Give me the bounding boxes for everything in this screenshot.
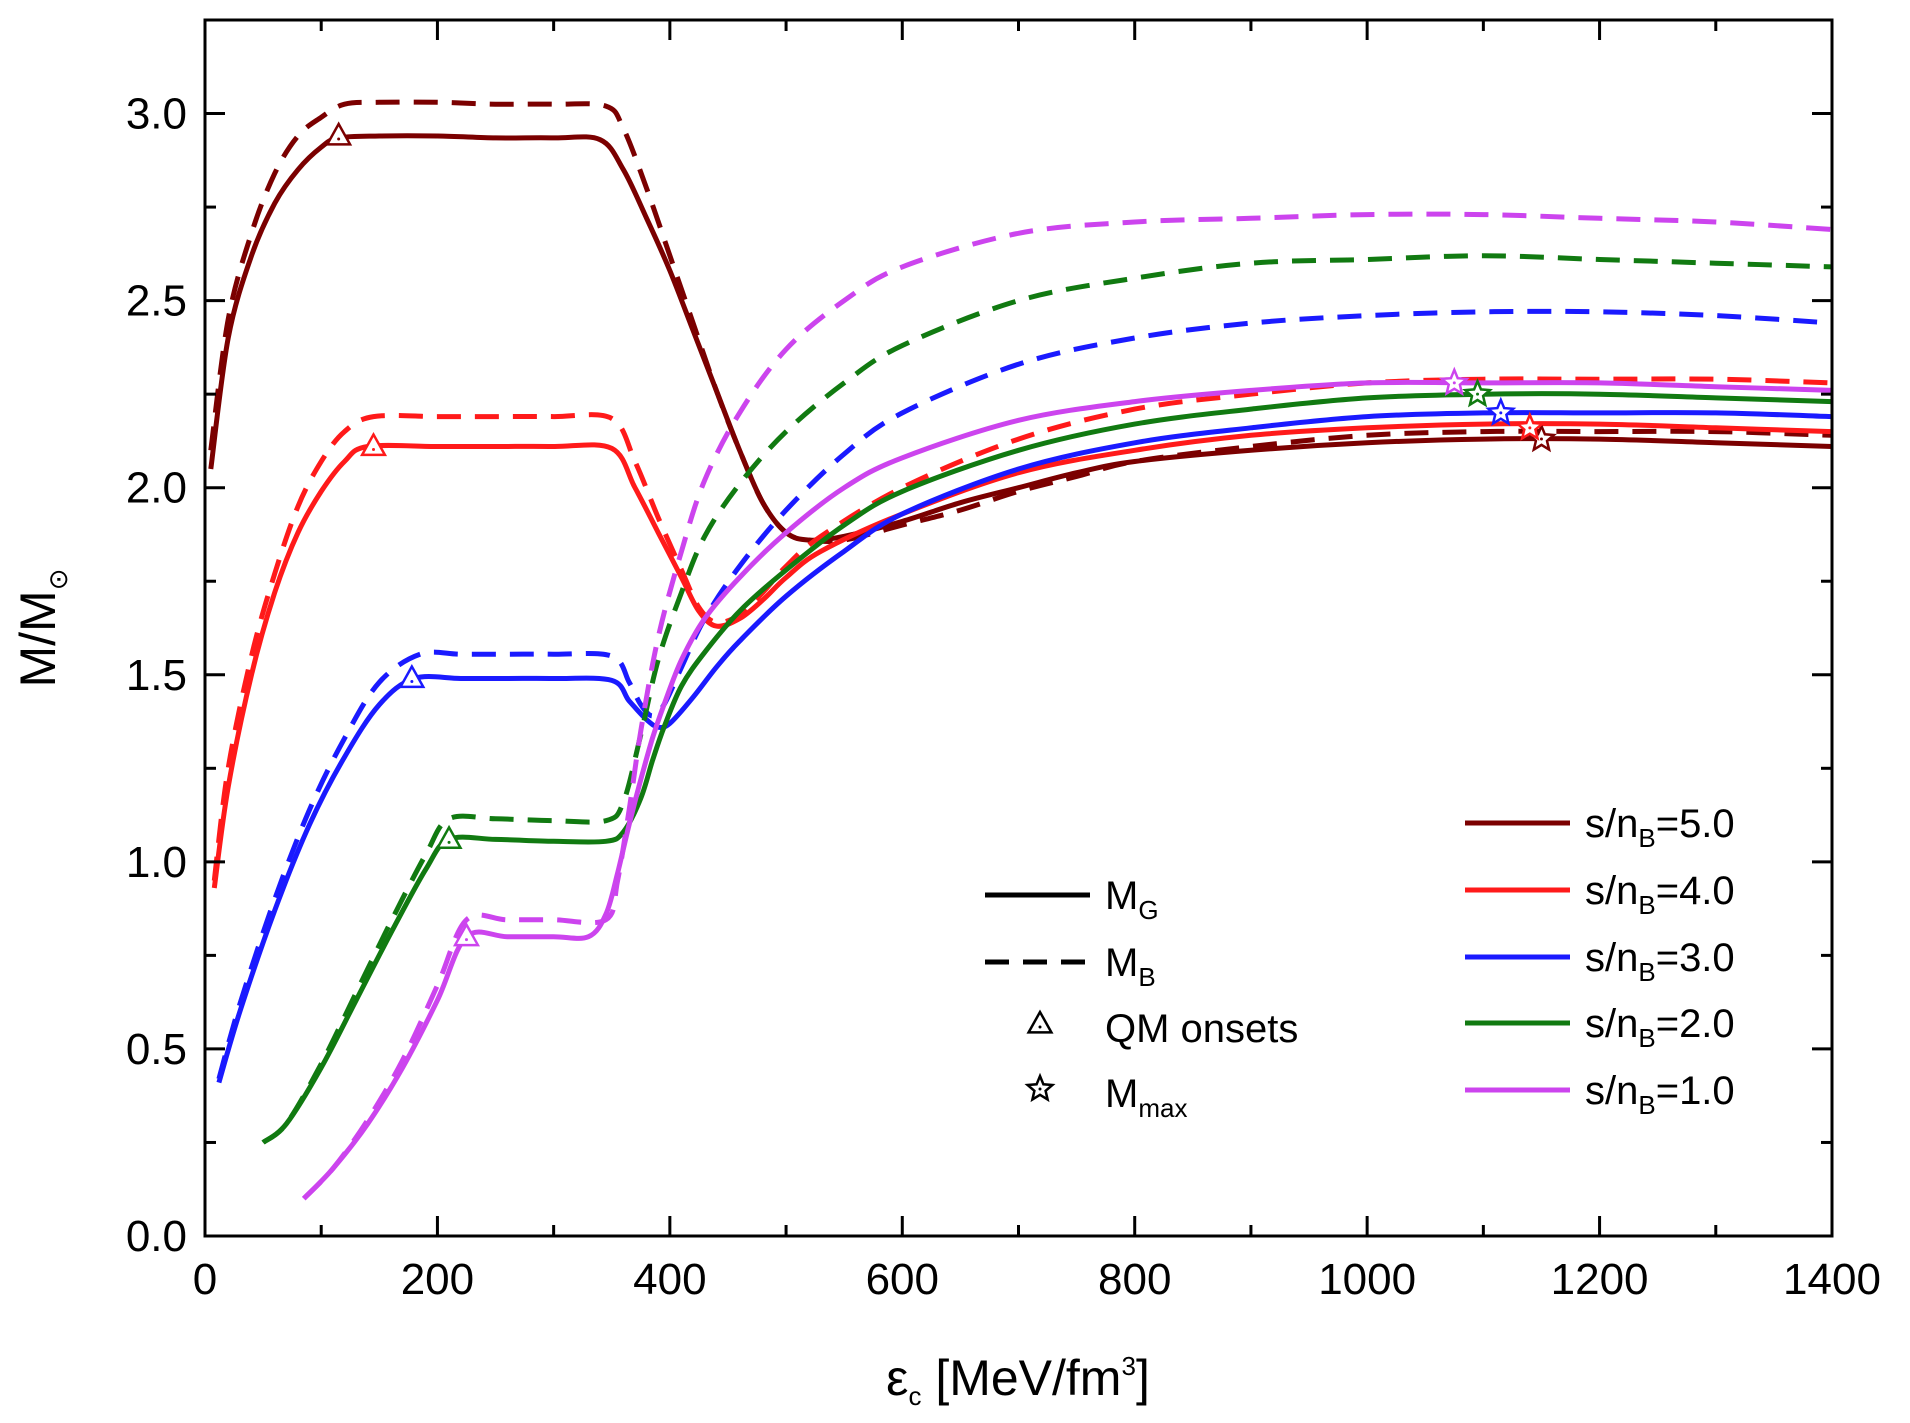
legend-series: s/nB=5.0s/nB=4.0s/nB=3.0s/nB=2.0s/nB=1.0 [1465, 802, 1735, 1120]
legend-series-s-nb-5-0-label-sub: B [1638, 823, 1655, 853]
series-line-s-nb-5-0-mg [208, 133, 1832, 543]
m-max-marker-s-nb-1-0-dot [1452, 381, 1456, 385]
x-tick-label: 800 [1098, 1255, 1171, 1304]
y-axis-title-sub: ⊙ [43, 569, 73, 591]
x-axis-title-main: ε [886, 1350, 908, 1406]
legend-series-s-nb-5-0-label: s/nB=5.0 [1585, 802, 1735, 853]
legend-series-s-nb-3-0-label: s/nB=3.0 [1585, 936, 1735, 987]
x-axis-title-rest: [MeV/fm [921, 1350, 1121, 1406]
y-tick-label: 1.0 [126, 838, 187, 887]
legend-series-s-nb-4-0-label: s/nB=4.0 [1585, 869, 1735, 920]
legend-style-triangle-swatch-dot [1038, 1025, 1042, 1029]
y-tick-label: 0.0 [126, 1212, 187, 1261]
legend-series-s-nb-3-0-label-sub: B [1638, 957, 1655, 987]
y-tick-label: 1.5 [126, 651, 187, 700]
legend-style-dashed-label-sub: B [1138, 962, 1155, 992]
x-tick-label: 1000 [1318, 1255, 1416, 1304]
m-max-marker-s-nb-2-0-dot [1476, 392, 1480, 396]
legend-style-star-label-sub: max [1138, 1093, 1187, 1123]
qm-onset-marker-s-nb-5-0-dot [337, 137, 341, 141]
legend-series-s-nb-1-0-label-main: s/n [1585, 1069, 1638, 1113]
m-max-marker-s-nb-3-0-dot [1499, 411, 1503, 415]
series-line-s-nb-5-0-mb [208, 99, 1832, 545]
legend-style-triangle-swatch [1026, 1009, 1054, 1034]
legend-series-s-nb-2-0-label-main: s/n [1585, 1002, 1638, 1046]
x-axis-title-sub: c [908, 1381, 921, 1411]
legend-style-solid-label-main: M [1105, 874, 1138, 918]
series-line-s-nb-3-0-mg [216, 410, 1832, 1084]
legend-series-s-nb-5-0-label-main: s/n [1585, 802, 1638, 846]
x-tick-label: 400 [633, 1255, 706, 1304]
y-tick-label: 2.5 [126, 277, 187, 326]
series-line-s-nb-2-0-mg [261, 391, 1832, 1145]
series-line-s-nb-1-0-mb [301, 211, 1832, 1201]
legend-style-star-label-main: M [1105, 1072, 1138, 1116]
y-tick-label: 2.0 [126, 464, 187, 513]
legend-style-dashed-label: MB [1105, 941, 1156, 992]
x-axis-title: εc [MeV/fm3] [886, 1350, 1150, 1411]
legend-series-s-nb-1-0-label-sub: B [1638, 1090, 1655, 1120]
qm-onset-marker-s-nb-4-0-dot [372, 448, 376, 452]
legend-style-star-label: Mmax [1105, 1072, 1187, 1123]
qm-onset-marker-s-nb-2-0-dot [447, 840, 451, 844]
y-axis-title: M/M⊙ [10, 569, 73, 688]
legend-style-triangle-label: QM onsets [1105, 1007, 1298, 1051]
plot-frame [203, 18, 1834, 1238]
legend-series-s-nb-2-0-label: s/nB=2.0 [1585, 1002, 1735, 1053]
y-tick-label: 0.5 [126, 1025, 187, 1074]
qm-onset-marker-s-nb-2-0 [435, 824, 463, 850]
x-tick-label: 1200 [1551, 1255, 1649, 1304]
legend-style-solid-label-sub: G [1138, 895, 1158, 925]
x-axis-title-sup: 3 [1121, 1351, 1135, 1381]
qm-onset-marker-s-nb-5-0 [325, 121, 353, 146]
y-axis-title-main: M/M [10, 590, 66, 687]
legend-series-s-nb-1-0-label-rest: =1.0 [1656, 1069, 1735, 1113]
marker-layer [325, 121, 1557, 947]
legend-series-s-nb-3-0-label-rest: =3.0 [1656, 936, 1735, 980]
x-tick-label: 200 [401, 1255, 474, 1304]
legend-series-s-nb-2-0-label-sub: B [1638, 1023, 1655, 1053]
legend-series-s-nb-4-0-label-sub: B [1638, 890, 1655, 920]
legend-style-triangle-label-main: QM onsets [1105, 1007, 1298, 1051]
qm-onset-marker-s-nb-1-0 [452, 922, 481, 947]
series-line-s-nb-2-0-mb [261, 253, 1832, 1145]
legend-style-star-swatch-dot [1038, 1087, 1042, 1091]
axis-layer: 0 200 400 600 800 1000 1200 1400 0.0 0.5 1.0 1.5 2.0… [126, 18, 1881, 1304]
x-tick-label: 600 [866, 1255, 939, 1304]
x-tick-label: 0 [193, 1255, 217, 1304]
x-tick-label: 1400 [1783, 1255, 1881, 1304]
qm-onset-marker-s-nb-3-0 [398, 663, 426, 689]
legend-series-s-nb-2-0-label-rest: =2.0 [1656, 1002, 1735, 1046]
legend-series-s-nb-1-0-label: s/nB=1.0 [1585, 1069, 1735, 1120]
series-line-s-nb-3-0-mb [216, 308, 1832, 1080]
qm-onset-marker-s-nb-4-0 [359, 431, 388, 457]
legend-series-s-nb-5-0-label-rest: =5.0 [1656, 802, 1735, 846]
legend-series-s-nb-4-0-label-main: s/n [1585, 869, 1638, 913]
series-layer [208, 99, 1832, 1201]
m-max-marker-s-nb-4-0-dot [1528, 426, 1532, 430]
y-tick-label: 3.0 [126, 90, 187, 139]
legend-style-dashed-label-main: M [1105, 941, 1138, 985]
legend-series-s-nb-3-0-label-main: s/n [1585, 936, 1638, 980]
legend-series-s-nb-4-0-label-rest: =4.0 [1656, 869, 1735, 913]
qm-onset-marker-s-nb-1-0-dot [464, 938, 468, 942]
qm-onset-marker-s-nb-3-0-dot [410, 680, 414, 684]
legend-style-solid-label: MG [1105, 874, 1159, 925]
m-max-marker-s-nb-5-0-dot [1539, 437, 1543, 441]
x-axis-title-end: ] [1136, 1350, 1150, 1406]
